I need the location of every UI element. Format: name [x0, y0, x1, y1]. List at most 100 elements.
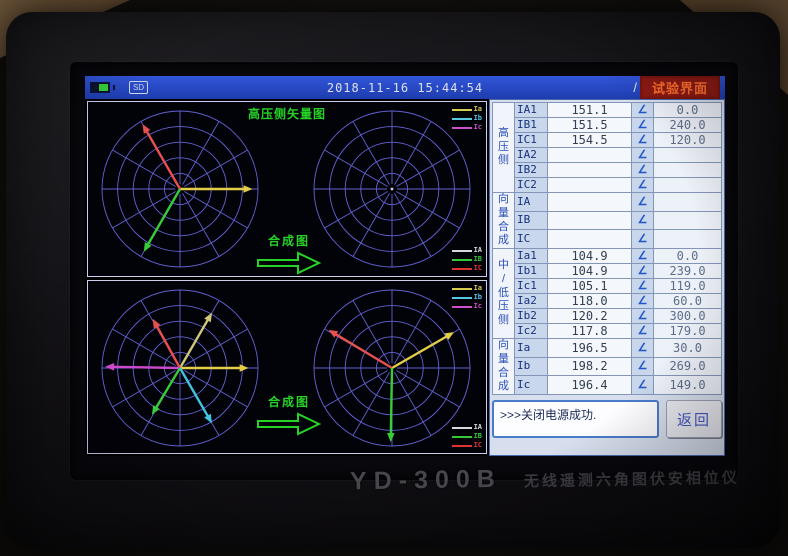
angle-symbol: ∠	[631, 117, 654, 133]
legend-color-line	[451, 435, 472, 438]
compose-arrow-icon	[257, 412, 322, 436]
magnitude-value: 198.2	[547, 356, 632, 377]
hv-vector-panel: 高压侧矢量图 合成图 Ia Ib Ic IA IB IC	[87, 101, 487, 277]
table-row: IC1 154.5 ∠ 120.0	[493, 132, 722, 148]
table-row: Ib 198.2 ∠ 269.0	[493, 356, 722, 377]
legend-label: IC	[473, 264, 482, 272]
phase-name: Ia2	[514, 293, 548, 309]
phase-name: Ia1	[514, 248, 548, 264]
angle-value: 179.0	[653, 323, 722, 339]
legend-item: IA	[451, 423, 482, 431]
legend-color-line	[451, 444, 472, 447]
legend-item: Ic	[451, 123, 482, 131]
lv-compose-indicator: 合成图	[246, 393, 332, 443]
angle-value: 300.0	[653, 308, 722, 324]
angle-value: 0.0	[653, 248, 722, 264]
phase-name: IA	[514, 192, 548, 212]
device-model: YD-300B	[349, 464, 503, 496]
legend-label: IB	[473, 432, 482, 440]
pane-filler	[492, 438, 722, 453]
compose-label: 合成图	[267, 234, 310, 248]
angle-symbol: ∠	[631, 293, 654, 309]
legend-item: IC	[451, 264, 482, 272]
magnitude-value: 154.5	[547, 132, 632, 148]
magnitude-value: 105.1	[547, 278, 632, 294]
angle-value: 239.0	[653, 263, 722, 279]
magnitude-value: 196.4	[547, 375, 632, 395]
angle-value	[653, 192, 722, 212]
measurement-pane: 高 压 侧 IA1 151.1 ∠ 0.0 IB1 151.5 ∠ 240.0 IC1 154.5 ∠…	[489, 99, 725, 456]
legend-color-line	[451, 126, 472, 129]
phase-name: IB	[514, 210, 548, 231]
message-row: >>>关闭电源成功. 返回	[492, 400, 722, 438]
status-bar: SD 2018-11-16 15:44:54 / 试验界面	[85, 76, 725, 99]
legend-color-line	[451, 258, 472, 261]
table-row: Ic 196.4 ∠ 149.0	[493, 375, 722, 395]
legend-color-line	[451, 267, 472, 270]
angle-value: 149.0	[653, 375, 722, 395]
angle-symbol: ∠	[631, 162, 654, 178]
legend-item: Ia	[451, 285, 482, 292]
device-brand: YD-300B 无线遥测六角图伏安相位仪	[350, 461, 740, 497]
magnitude-value: 117.8	[547, 323, 632, 339]
table-row: 高 压 侧 IA1 151.1 ∠ 0.0	[492, 102, 722, 193]
back-button[interactable]: 返回	[666, 400, 722, 438]
legend-color-line	[451, 287, 472, 290]
angle-value: 240.0	[653, 117, 722, 133]
angle-value	[653, 162, 722, 178]
phase-legend-upper: Ia Ib Ic	[451, 285, 482, 310]
angle-value: 269.0	[653, 356, 722, 377]
magnitude-value	[547, 229, 632, 249]
compose-arrow-icon	[257, 251, 322, 275]
legend-color-line	[451, 117, 472, 120]
magnitude-value: 104.9	[547, 248, 632, 264]
magnitude-value: 120.2	[547, 308, 632, 324]
compose-label: 合成图	[267, 395, 310, 409]
angle-value: 120.0	[653, 132, 722, 148]
table-row: Ib1 104.9 ∠ 239.0	[493, 263, 722, 279]
magnitude-value	[547, 162, 632, 178]
legend-item: Ic	[451, 302, 482, 310]
angle-value: 119.0	[653, 278, 722, 294]
legend-label: Ib	[473, 293, 482, 301]
legend-item: Ib	[451, 115, 482, 122]
phase-name: Ib1	[514, 263, 548, 279]
angle-value	[653, 210, 722, 231]
row-group-label: 高 压 侧	[492, 102, 515, 193]
table-row: IB2 ∠	[493, 162, 722, 178]
angle-symbol: ∠	[631, 210, 654, 231]
magnitude-value: 151.5	[547, 117, 632, 133]
phase-legend-lower: IA IB IC	[451, 246, 482, 272]
phase-name: IB2	[514, 162, 548, 178]
angle-symbol: ∠	[631, 356, 654, 377]
legend-color-line	[451, 108, 472, 111]
legend-label: Ic	[473, 123, 482, 131]
angle-symbol: ∠	[631, 308, 654, 324]
legend-label: IA	[473, 246, 482, 254]
legend-label: IB	[473, 255, 482, 263]
phase-name: Ic1	[514, 278, 548, 294]
legend-color-line	[451, 296, 472, 299]
main-content: 高压侧矢量图 合成图 Ia Ib Ic IA IB IC	[85, 99, 725, 456]
legend-color-line	[451, 426, 472, 429]
angle-value	[653, 229, 722, 249]
legend-label: Ic	[473, 302, 482, 310]
table-row: Ia2 118.0 ∠ 60.0	[493, 293, 722, 309]
magnitude-value	[547, 210, 632, 231]
hv-panel-title: 高压侧矢量图	[247, 107, 326, 121]
angle-symbol: ∠	[631, 263, 654, 279]
angle-symbol: ∠	[631, 147, 654, 163]
legend-item: Ib	[451, 293, 482, 301]
angle-value: 60.0	[653, 293, 722, 309]
table-row: IB1 151.5 ∠ 240.0	[493, 117, 722, 133]
table-row: 向量 合成 Ia 196.5 ∠ 30.0	[492, 338, 722, 395]
legend-label: IA	[473, 423, 482, 431]
table-row: Ic2 117.8 ∠ 179.0	[493, 323, 722, 339]
phase-name: IC2	[514, 177, 548, 193]
hv-measured-diagram	[92, 105, 268, 273]
phase-legend-upper: Ia Ib Ic	[451, 106, 482, 131]
table-row: Ib2 120.2 ∠ 300.0	[493, 308, 722, 324]
magnitude-value	[547, 177, 632, 193]
angle-symbol: ∠	[631, 248, 654, 264]
angle-value	[653, 177, 722, 193]
